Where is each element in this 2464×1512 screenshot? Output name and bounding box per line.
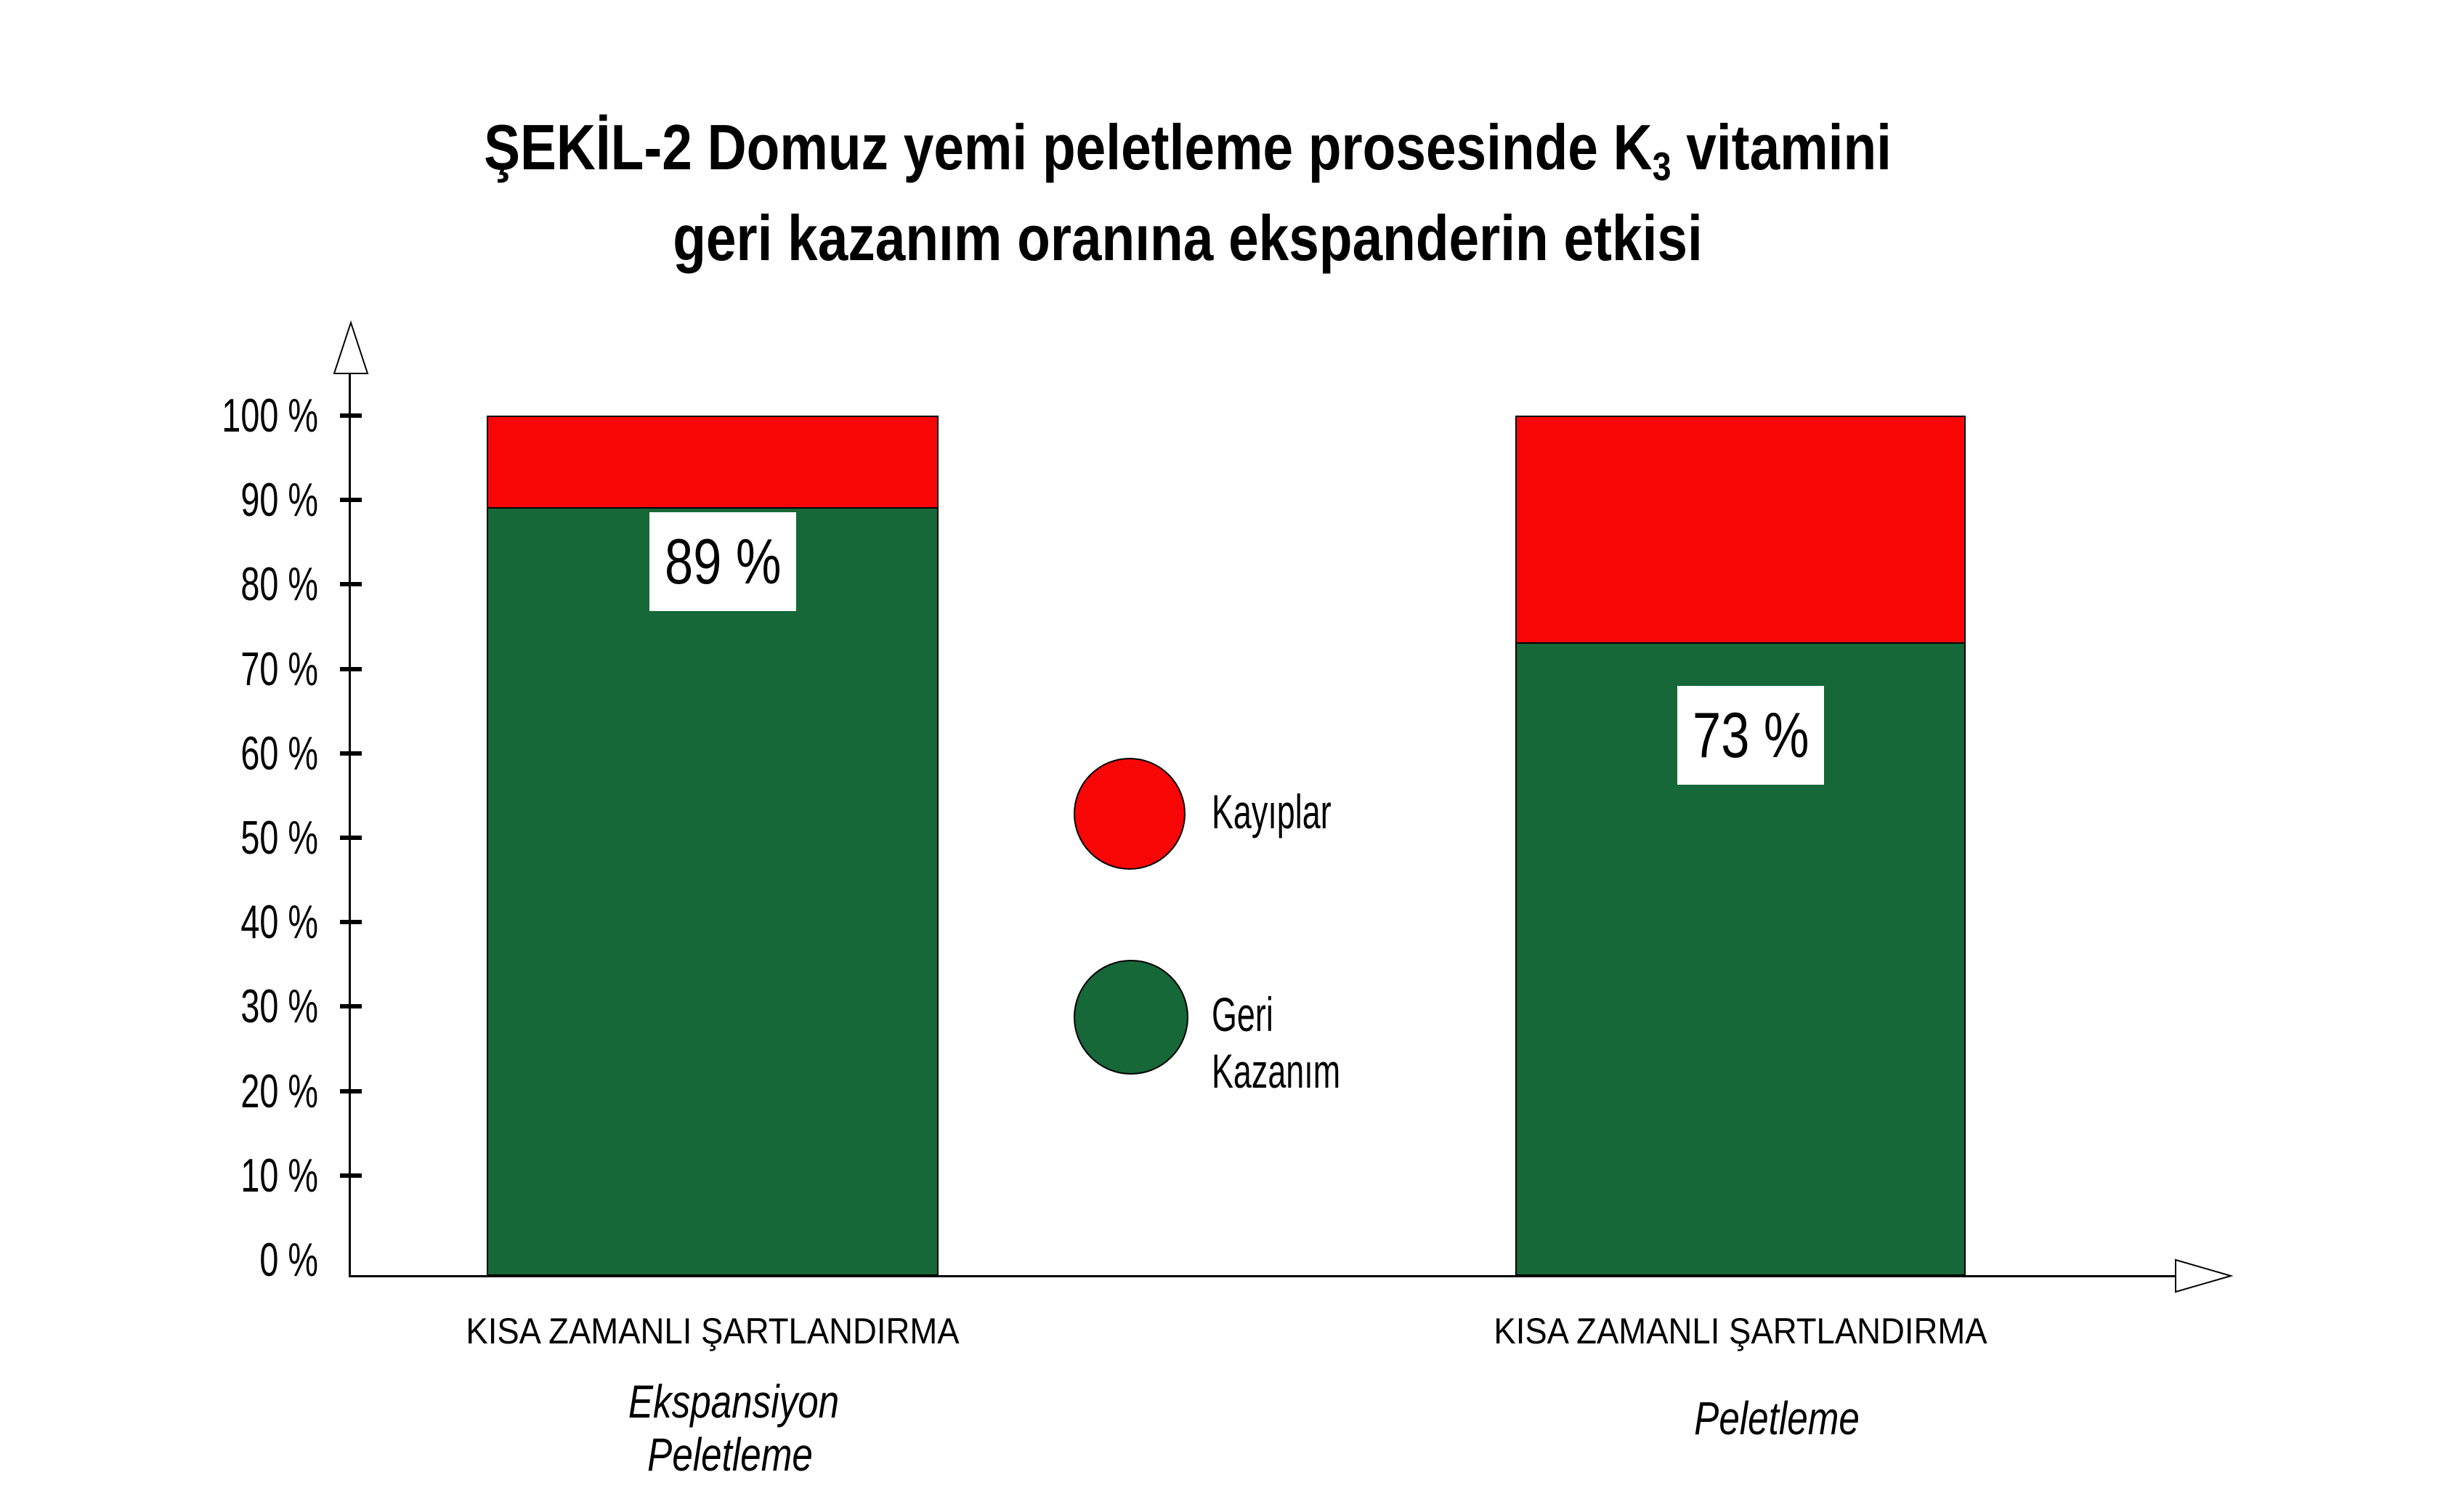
x-category-sublabel-1-2: Peletleme xyxy=(647,1428,813,1481)
y-tick-label-80: 80 % xyxy=(240,557,318,611)
x-category-label-1: KISA ZAMANLI ŞARTLANDIRMA xyxy=(466,1311,960,1351)
legend-label-geri-kazanim-line2: Kazanım xyxy=(1212,1044,1341,1098)
y-tick-label-90: 90 % xyxy=(240,473,318,527)
x-category-sublabel-2-1: Peletleme xyxy=(1694,1392,1860,1444)
y-tick-20 xyxy=(340,1088,362,1093)
y-axis-arrow-icon xyxy=(333,320,369,374)
y-tick-40 xyxy=(340,920,362,925)
legend-label-geri-kazanim-line1: Geri xyxy=(1212,987,1273,1041)
subscript-3: 3 xyxy=(1652,145,1671,190)
chart-title-line2: geri kazanım oranına ekspanderin etkisi xyxy=(673,202,1703,274)
y-tick-label-10: 10 % xyxy=(240,1148,318,1202)
y-tick-label-100: 100 % xyxy=(222,389,318,442)
x-category-sublabel-1-1: Ekspansiyon xyxy=(628,1375,840,1428)
stacked-bar-2 xyxy=(1515,416,1966,1276)
y-tick-50 xyxy=(340,836,362,840)
y-tick-90 xyxy=(340,498,362,503)
y-tick-100 xyxy=(340,413,362,418)
chart-title-line1: ŞEKİL-2 Domuz yemi peletleme prosesinde … xyxy=(484,111,1892,190)
y-tick-10 xyxy=(340,1173,362,1178)
x-axis-line xyxy=(349,1275,2178,1277)
y-tick-label-30: 30 % xyxy=(240,979,318,1033)
y-tick-label-40: 40 % xyxy=(240,895,318,949)
legend-swatch-kayiplar-icon xyxy=(1074,758,1186,870)
bar-segment-loss-1 xyxy=(488,417,937,509)
y-tick-70 xyxy=(340,666,362,671)
bar-value-text: 73 % xyxy=(1692,699,1809,771)
bar-value-text: 89 % xyxy=(664,525,782,597)
legend-label-kayiplar-line1: Kayıplar xyxy=(1212,785,1332,838)
bar-value-label-1: 89 % xyxy=(649,512,796,611)
bar-segment-loss-2 xyxy=(1517,417,1964,644)
y-axis-line xyxy=(349,372,351,1277)
y-tick-30 xyxy=(340,1004,362,1009)
legend-swatch-geri-kazanim-icon xyxy=(1074,960,1188,1075)
x-category-label-2: KISA ZAMANLI ŞARTLANDIRMA xyxy=(1494,1311,1987,1351)
y-tick-label-0: 0 % xyxy=(259,1233,318,1286)
x-axis-arrow-icon xyxy=(2175,1258,2234,1293)
y-tick-label-50: 50 % xyxy=(240,811,318,864)
y-tick-60 xyxy=(340,751,362,756)
bar-value-label-2: 73 % xyxy=(1677,686,1824,785)
y-tick-label-20: 20 % xyxy=(240,1064,318,1117)
chart-title: ŞEKİL-2 Domuz yemi peletleme prosesinde … xyxy=(243,106,2132,279)
y-tick-label-70: 70 % xyxy=(240,642,318,695)
y-tick-label-60: 60 % xyxy=(240,726,318,780)
y-tick-80 xyxy=(340,582,362,587)
